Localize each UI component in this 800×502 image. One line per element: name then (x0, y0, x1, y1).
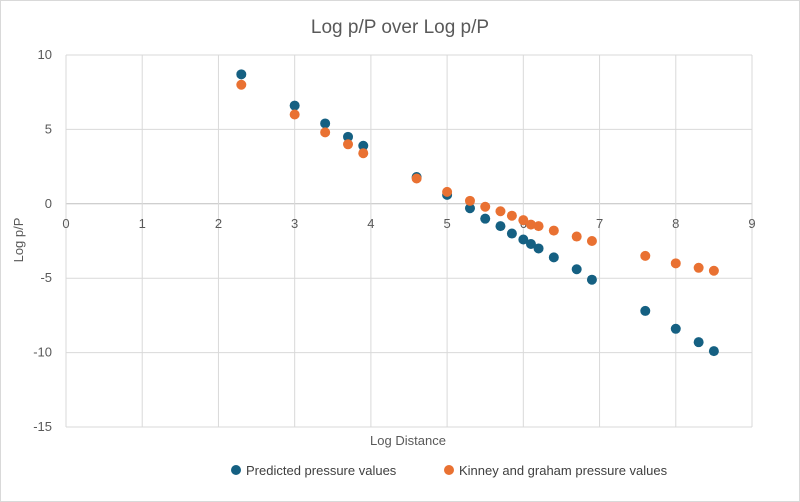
y-tick-label: 0 (45, 196, 52, 211)
data-point-kinney-graham (548, 225, 559, 236)
legend-label-kinney-graham: Kinney and graham pressure values (459, 463, 668, 478)
data-point-kinney-graham (411, 173, 422, 184)
data-point-kinney-graham (442, 186, 453, 197)
chart-title: Log p/P over Log p/P (311, 17, 489, 38)
data-point-predicted (640, 305, 651, 316)
y-tick-label: -5 (40, 270, 52, 285)
series-kinney-graham (236, 79, 719, 276)
data-point-kinney-graham (518, 215, 529, 226)
x-tick-label: 8 (672, 216, 679, 231)
data-point-predicted (358, 140, 369, 151)
legend-item-predicted: Predicted pressure values (231, 463, 397, 478)
data-point-kinney-graham (693, 262, 704, 273)
legend-marker-kinney-graham (444, 465, 454, 475)
x-tick-label: 5 (443, 216, 450, 231)
data-point-predicted (586, 274, 597, 285)
data-point-kinney-graham (571, 231, 582, 242)
data-point-predicted (464, 203, 475, 214)
grid (65, 54, 753, 428)
data-point-kinney-graham (586, 236, 597, 246)
y-tick-label: 5 (45, 121, 52, 136)
legend: Predicted pressure values Kinney and gra… (231, 463, 668, 478)
data-point-predicted (236, 69, 247, 80)
x-tick-label: 2 (215, 216, 222, 231)
legend-label-predicted: Predicted pressure values (246, 463, 397, 478)
data-point-kinney-graham (506, 210, 517, 221)
y-tick-label: -15 (33, 419, 52, 434)
data-point-predicted (320, 118, 331, 129)
data-point-predicted (518, 234, 529, 245)
data-point-kinney-graham (525, 219, 536, 230)
data-point-kinney-graham (670, 258, 681, 269)
data-point-predicted (670, 323, 681, 334)
data-point-kinney-graham (343, 139, 354, 150)
data-point-predicted (708, 346, 719, 357)
data-point-kinney-graham (289, 109, 300, 120)
y-tick-label: -10 (33, 345, 52, 360)
data-point-predicted (343, 131, 354, 142)
y-axis-label: Log p/P (11, 218, 26, 263)
data-point-predicted (495, 221, 506, 232)
x-tick-label: 4 (367, 216, 374, 231)
data-point-kinney-graham (708, 265, 719, 276)
data-point-kinney-graham (533, 221, 544, 232)
x-tick-label: 0 (62, 216, 69, 231)
data-point-kinney-graham (236, 79, 247, 90)
data-point-kinney-graham (358, 148, 369, 159)
data-point-predicted (571, 264, 582, 275)
data-point-predicted (289, 100, 300, 111)
x-tick-label: 7 (596, 216, 603, 231)
data-points (236, 69, 719, 357)
series-predicted (236, 69, 719, 357)
data-point-predicted (548, 252, 559, 263)
x-axis-label: Log Distance (370, 433, 446, 448)
data-point-kinney-graham (480, 201, 491, 212)
y-tick-label: 10 (38, 47, 52, 62)
data-point-predicted (693, 337, 704, 348)
data-point-predicted (533, 243, 544, 254)
x-tick-label: 1 (139, 216, 146, 231)
legend-marker-predicted (231, 465, 241, 475)
x-tick-label: 9 (748, 216, 755, 231)
data-point-kinney-graham (464, 195, 475, 206)
data-point-kinney-graham (640, 250, 651, 261)
data-point-predicted (480, 213, 491, 224)
data-point-predicted (506, 228, 517, 239)
data-point-predicted (525, 238, 536, 249)
data-point-kinney-graham (320, 127, 331, 138)
legend-item-kinney-graham: Kinney and graham pressure values (444, 463, 668, 478)
x-tick-label: 3 (291, 216, 298, 231)
data-point-kinney-graham (495, 206, 506, 217)
